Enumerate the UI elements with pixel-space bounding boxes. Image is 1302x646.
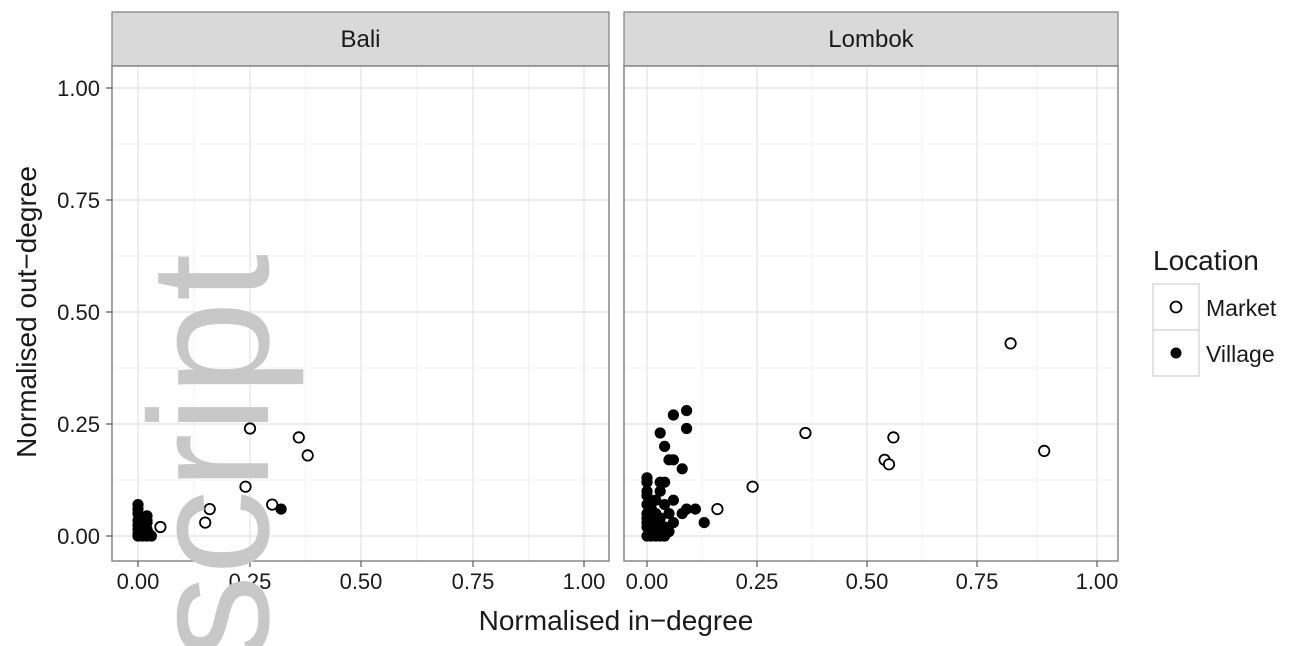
- village-point: [689, 503, 702, 515]
- legend-key-market-marker: [1169, 300, 1183, 314]
- village-point: [141, 514, 153, 526]
- village-point: [654, 427, 666, 439]
- village-point: [676, 507, 688, 520]
- village-point: [132, 530, 144, 542]
- market-point: [292, 431, 305, 444]
- y-axis-title: Normalised out−degree: [11, 166, 42, 458]
- y-tick-label: 0.75: [57, 188, 100, 213]
- market-point: [711, 502, 724, 516]
- village-point: [658, 530, 671, 542]
- x-tick-label: 0.50: [340, 569, 383, 594]
- village-point: [645, 512, 658, 524]
- strip-background: [111, 11, 610, 67]
- y-tick-label: 0.00: [57, 524, 100, 549]
- market-point: [266, 498, 279, 511]
- legend-label-village: Village: [1206, 341, 1275, 367]
- y-tick-label: 1.00: [57, 76, 100, 101]
- village-point: [275, 503, 287, 515]
- village-point: [680, 404, 693, 417]
- y-tick-label: 0.25: [57, 412, 100, 437]
- strip-title-lombok: Lombok: [828, 26, 914, 53]
- y-tick-label: 0.50: [57, 300, 100, 325]
- x-tick-label: 1.00: [1076, 569, 1119, 594]
- legend: Location Market Village: [1152, 245, 1277, 377]
- x-tick-label: 0.00: [117, 569, 160, 594]
- market-point: [243, 422, 257, 435]
- market-point: [239, 480, 252, 493]
- panels-layer: Bali 0.00 0.25 0.50 0.75 1.00 0.00 0.25 0.50 0.75…: [57, 11, 1119, 594]
- village-point: [663, 507, 675, 520]
- market-point: [799, 426, 812, 440]
- village-point: [667, 494, 680, 506]
- village-point: [650, 494, 662, 506]
- market-point: [154, 520, 167, 534]
- x-tick-label: 1.00: [563, 569, 606, 594]
- legend-label-market: Market: [1206, 295, 1277, 321]
- village-point: [658, 498, 671, 511]
- x-tick-label: 0.75: [956, 569, 999, 594]
- market-point: [1038, 444, 1051, 457]
- market-point: [203, 502, 216, 516]
- x-tick-label: 0.75: [452, 569, 495, 594]
- market-point: [887, 431, 900, 444]
- strip-background: [623, 11, 1119, 67]
- village-point: [667, 454, 680, 466]
- village-point: [667, 409, 680, 421]
- x-tick-label: 0.00: [626, 569, 669, 594]
- market-point: [882, 458, 896, 471]
- village-point: [698, 516, 710, 529]
- x-tick-label: 0.25: [229, 569, 272, 594]
- watermark-text: script: [115, 254, 305, 646]
- panel-lombok: Lombok 0.00 0.25 0.50 0.75 1.00: [623, 11, 1119, 594]
- market-point: [301, 449, 314, 462]
- watermark: script: [115, 254, 305, 646]
- x-tick-label: 0.25: [736, 569, 779, 594]
- market-point: [199, 516, 212, 529]
- market-point: [1004, 337, 1017, 350]
- panel-bali: Bali 0.00 0.25 0.50 0.75 1.00 0.00 0.25 0.50 0.75…: [57, 11, 610, 594]
- market-point: [746, 480, 759, 493]
- legend-title: Location: [1153, 245, 1259, 276]
- village-point: [667, 516, 680, 529]
- village-point: [680, 422, 693, 435]
- strip-title-bali: Bali: [340, 26, 380, 53]
- village-point: [676, 463, 688, 475]
- panel-border: [623, 65, 1119, 562]
- village-point: [650, 521, 662, 533]
- village-point: [654, 485, 666, 497]
- axis-layer: Normalised in−degree Normalised out−degr…: [11, 166, 753, 636]
- x-tick-label: 0.50: [846, 569, 889, 594]
- village-point: [658, 440, 671, 452]
- plot-background: [624, 66, 1118, 561]
- x-axis-title: Normalised in−degree: [479, 605, 754, 636]
- village-point: [145, 530, 157, 542]
- legend-key-village-marker: [1170, 347, 1182, 359]
